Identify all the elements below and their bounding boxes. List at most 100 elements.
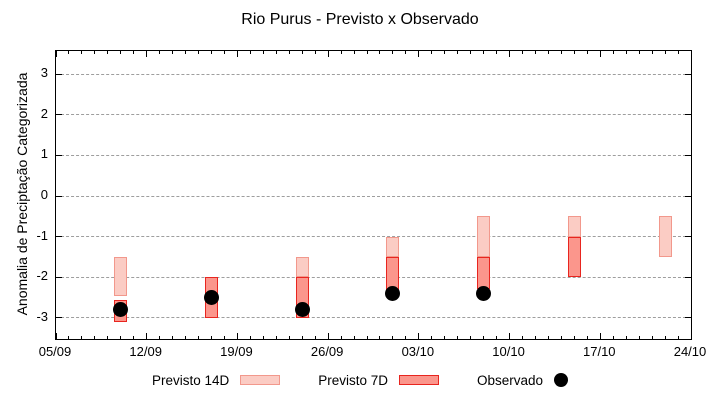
- y-tick-label: -3: [36, 308, 48, 324]
- x-tick-minor-mirror: [262, 51, 264, 54]
- x-tick-major: [690, 333, 692, 339]
- legend-label-previsto-7d: Previsto 7D: [318, 372, 389, 388]
- x-tick-minor: [262, 336, 264, 339]
- forecast-7d-bar: [477, 256, 491, 290]
- x-tick-minor-mirror: [223, 51, 225, 54]
- x-tick-major-mirror: [146, 51, 148, 57]
- x-tick-minor: [94, 336, 96, 339]
- y-tick: [56, 114, 62, 116]
- x-tick-minor-mirror: [379, 51, 381, 54]
- y-tick-label: 0: [40, 187, 48, 202]
- x-tick-minor-mirror: [547, 51, 549, 54]
- x-tick-minor: [379, 336, 381, 339]
- x-tick-major: [146, 333, 148, 339]
- x-tick-minor: [133, 336, 135, 339]
- y-tick-label: -2: [36, 268, 48, 284]
- observed-dot: [385, 286, 401, 301]
- x-tick-minor: [534, 336, 536, 339]
- x-tick-minor-mirror: [198, 51, 200, 54]
- x-tick-major: [327, 333, 329, 339]
- x-tick-minor-mirror: [405, 51, 407, 54]
- x-tick-minor-mirror: [185, 51, 187, 54]
- observed-dot: [113, 302, 129, 318]
- x-tick-label: 05/09: [38, 344, 72, 359]
- x-tick-minor-mirror: [586, 51, 588, 54]
- y-tick-mirror: [685, 276, 691, 278]
- x-tick-label: 26/09: [310, 344, 344, 359]
- x-tick-label: 10/10: [492, 344, 525, 359]
- x-tick-minor: [431, 336, 433, 339]
- x-tick-major-mirror: [327, 51, 329, 57]
- x-tick-minor-mirror: [457, 51, 459, 54]
- x-tick-minor: [625, 336, 627, 339]
- x-tick-minor-mirror: [340, 51, 342, 54]
- y-tick: [56, 154, 62, 156]
- x-tick-minor: [198, 336, 200, 339]
- y-tick-mirror: [685, 236, 691, 238]
- x-tick-minor-mirror: [534, 51, 536, 54]
- gridline: [56, 154, 691, 156]
- x-tick-major: [599, 333, 601, 339]
- y-tick-mirror: [685, 195, 691, 197]
- observado-dot-swatch: [554, 373, 569, 387]
- x-tick-minor: [573, 336, 575, 339]
- x-tick-minor: [392, 336, 394, 339]
- legend-label-previsto-14d: Previsto 14D: [151, 372, 230, 388]
- x-tick-minor: [288, 336, 290, 339]
- x-tick-minor: [560, 336, 562, 339]
- x-tick-minor: [677, 336, 679, 339]
- x-tick-minor-mirror: [444, 51, 446, 54]
- gridline: [56, 195, 691, 197]
- x-tick-minor-mirror: [81, 51, 83, 54]
- forecast-14d-bar: [477, 216, 491, 257]
- x-tick-minor-mirror: [560, 51, 562, 54]
- x-tick-minor: [496, 336, 498, 339]
- x-tick-minor: [651, 336, 653, 339]
- y-tick-label: -1: [36, 227, 48, 243]
- x-tick-minor: [444, 336, 446, 339]
- y-tick: [56, 276, 62, 278]
- x-tick-minor-mirror: [638, 51, 640, 54]
- x-tick-minor-mirror: [94, 51, 96, 54]
- gridline: [56, 73, 691, 75]
- x-tick-minor: [159, 336, 161, 339]
- x-tick-minor-mirror: [301, 51, 303, 54]
- x-tick-minor-mirror: [314, 51, 316, 54]
- x-tick-label: 19/09: [220, 344, 253, 359]
- previsto-14d-swatch: [240, 375, 281, 385]
- x-tick-minor-mirror: [159, 51, 161, 54]
- gridline: [56, 114, 691, 116]
- x-tick-minor-mirror: [288, 51, 290, 54]
- x-tick-minor: [314, 336, 316, 339]
- forecast-7d-bar: [567, 236, 581, 278]
- forecast-14d-bar: [295, 256, 309, 278]
- forecast-14d-bar: [114, 256, 128, 296]
- legend-label-observado: Observado: [477, 372, 544, 388]
- x-tick-minor-mirror: [470, 51, 472, 54]
- x-tick-minor: [301, 336, 303, 339]
- previsto-7d-swatch: [399, 375, 440, 385]
- x-tick-minor: [107, 336, 109, 339]
- x-tick-minor-mirror: [664, 51, 666, 54]
- x-tick-minor: [249, 336, 251, 339]
- x-tick-minor-mirror: [68, 51, 70, 54]
- x-tick-label: 03/10: [401, 344, 435, 359]
- x-tick-major-mirror: [55, 51, 57, 57]
- x-tick-minor-mirror: [107, 51, 109, 54]
- y-tick-mirror: [685, 317, 691, 319]
- y-tick-mirror: [685, 154, 691, 156]
- x-tick-minor: [405, 336, 407, 339]
- x-tick-minor-mirror: [431, 51, 433, 54]
- x-tick-minor: [586, 336, 588, 339]
- x-tick-minor-mirror: [211, 51, 212, 54]
- gridline: [56, 276, 691, 278]
- plot-area: [55, 50, 692, 340]
- x-tick-minor: [275, 336, 277, 339]
- x-tick-minor-mirror: [677, 51, 679, 54]
- x-tick-major-mirror: [236, 51, 238, 57]
- forecast-14d-bar: [658, 216, 672, 257]
- legend: Previsto 14D Previsto 7D Observado: [0, 369, 720, 391]
- x-tick-minor-mirror: [392, 51, 394, 54]
- forecast-14d-bar: [386, 236, 400, 257]
- x-tick-major-mirror: [690, 51, 692, 57]
